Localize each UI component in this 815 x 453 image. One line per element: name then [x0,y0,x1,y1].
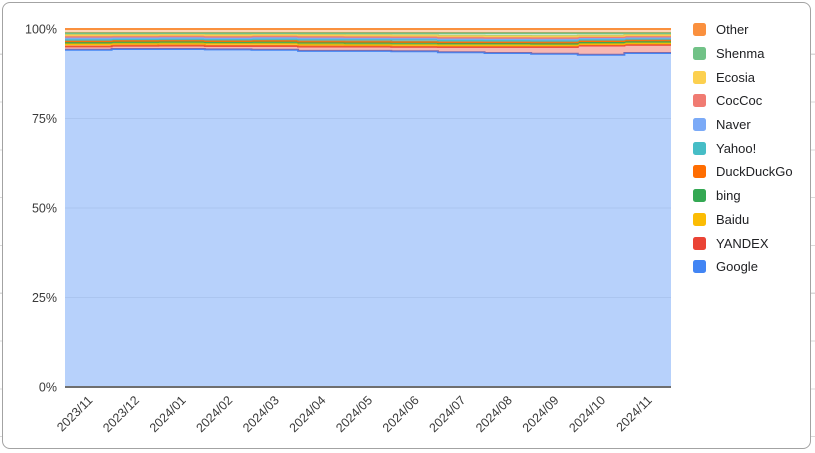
legend-swatch-Naver [693,118,706,132]
legend-swatch-bing [693,189,706,203]
y-tick-label-0%: 0% [39,381,57,395]
legend-item-Shenma: Shenma [693,46,793,62]
line-DuckDuckGo [65,39,671,44]
x-tick-label-2024/06: 2024/06 [380,393,422,435]
legend-label-Baidu: Baidu [716,211,750,227]
legend-swatch-CocCoc [693,94,706,108]
x-tick-label-2024/09: 2024/09 [520,393,562,435]
legend-label-YANDEX: YANDEX [716,235,769,251]
x-tick-label-2024/04: 2024/04 [287,393,329,435]
x-tick-label-2024/03: 2024/03 [240,393,282,435]
x-tick-label-2024/02: 2024/02 [193,393,235,435]
legend-label-DuckDuckGo: DuckDuckGo [716,164,793,180]
x-tick-label-2023/11: 2023/11 [54,393,95,434]
x-tick-label-2024/01: 2024/01 [147,393,189,435]
line-Ecosia [65,33,671,38]
legend-label-Ecosia: Ecosia [716,69,756,85]
legend-label-Shenma: Shenma [716,46,765,62]
legend-label-Yahoo!: Yahoo! [716,140,757,156]
legend-label-Other: Other [716,22,749,38]
legend-item-Baidu: Baidu [693,211,793,227]
line-YANDEX [65,43,671,48]
legend-swatch-Google [693,260,706,274]
legend-item-CocCoc: CocCoc [693,93,793,109]
legend-label-bing: bing [716,188,741,204]
x-tick-label-2024/11: 2024/11 [614,393,655,434]
legend-swatch-Yahoo! [693,141,706,155]
x-tick-label-2024/07: 2024/07 [427,393,469,435]
y-tick-label-25%: 25% [32,291,57,305]
legend-label-Naver: Naver [716,117,751,133]
x-tick-label-2024/08: 2024/08 [473,393,515,435]
legend-label-Google: Google [716,259,758,275]
legend-item-Ecosia: Ecosia [693,69,793,85]
line-Yahoo! [65,37,671,42]
legend-swatch-Shenma [693,47,706,61]
x-tick-label-2024/05: 2024/05 [333,393,375,435]
legend-item-Naver: Naver [693,117,793,133]
x-tick-label-2024/10: 2024/10 [566,393,608,435]
legend-swatch-Baidu [693,212,706,226]
chart-canvas[interactable]: 0%25%50%75%100%2023/11 2023/12 2024/01 2024… [3,3,809,447]
y-tick-label-75%: 75% [32,112,57,126]
legend-swatch-DuckDuckGo [693,165,706,179]
line-Baidu [65,42,671,47]
legend-item-Other: Other [693,22,793,38]
legend-label-CocCoc: CocCoc [716,93,763,109]
legend-item-YANDEX: YANDEX [693,235,793,251]
legend-swatch-Other [693,23,706,37]
y-tick-label-50%: 50% [32,202,57,216]
x-tick-label-2023/12: 2023/12 [100,393,142,435]
line-CocCoc [65,35,671,39]
chart-container[interactable]: 0% 25% 50% 75% 100% 2023/11 2023/12 2024/01 2024… [2,2,811,449]
legend-item-Yahoo!: Yahoo! [693,140,793,156]
line-Google [65,48,671,56]
legend-swatch-YANDEX [693,236,706,250]
area-Google[interactable] [65,49,671,387]
legend-item-bing: bing [693,188,793,204]
y-tick-label-100%: 100% [25,23,57,37]
legend-swatch-Ecosia [693,70,706,84]
line-Naver [65,36,671,41]
chart-legend: Other Shenma Ecosia CocCoc Naver Yahoo! DuckDu… [693,22,793,284]
legend-item-Google: Google [693,259,793,275]
legend-item-DuckDuckGo: DuckDuckGo [693,164,793,180]
